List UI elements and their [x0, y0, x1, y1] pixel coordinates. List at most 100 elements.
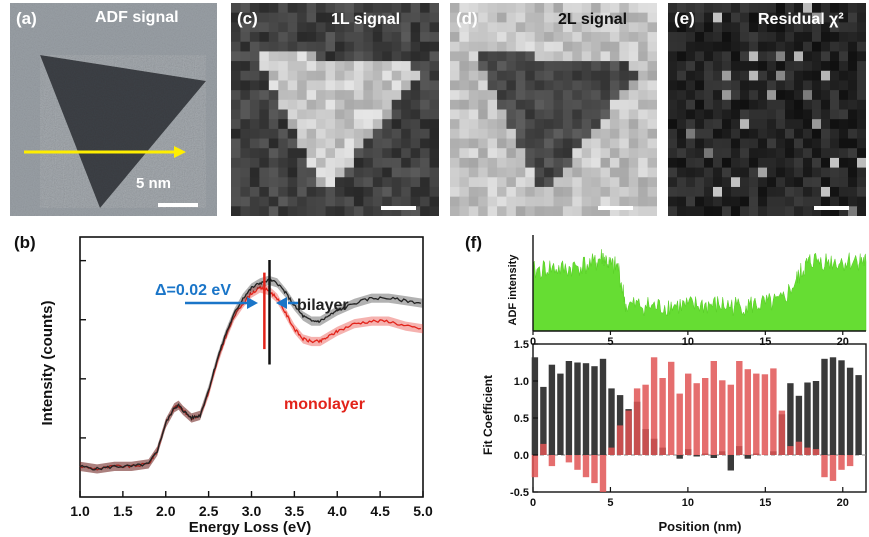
map-pixel — [382, 119, 393, 130]
map-pixel — [600, 22, 611, 33]
map-pixel — [391, 80, 402, 91]
bottom-plot-frame — [532, 343, 867, 493]
map-pixel — [497, 206, 508, 216]
map-pixel — [278, 177, 289, 188]
fit-bar — [795, 441, 803, 455]
map-pixel — [268, 51, 279, 62]
map-pixel — [749, 61, 759, 72]
map-pixel — [525, 51, 536, 62]
map-pixel — [515, 109, 526, 120]
fit-bar — [659, 378, 666, 455]
map-pixel — [619, 70, 630, 82]
map-pixel — [534, 138, 545, 149]
map-pixel — [316, 3, 327, 14]
map-pixel — [562, 157, 573, 169]
map-pixel — [544, 186, 555, 198]
map-pixel — [695, 138, 705, 149]
map-pixel — [668, 51, 678, 62]
map-pixel — [677, 22, 687, 33]
map-pixel — [297, 167, 308, 178]
map-pixel — [581, 196, 592, 207]
map-pixel — [429, 22, 439, 33]
map-pixel — [668, 80, 678, 91]
map-pixel — [553, 90, 564, 101]
map-pixel — [544, 196, 555, 207]
map-pixel — [401, 128, 412, 140]
legend-bilayer: bilayer — [297, 297, 349, 314]
map-pixel — [515, 90, 526, 101]
map-pixel — [695, 41, 705, 53]
map-pixel — [668, 99, 678, 111]
map-pixel — [259, 99, 270, 111]
map-pixel — [420, 157, 431, 169]
map-pixel — [785, 167, 795, 178]
map-pixel — [372, 51, 383, 62]
map-pixel — [287, 138, 298, 149]
map-pixel — [647, 157, 657, 169]
map-pixel — [478, 99, 489, 111]
map-pixel — [562, 12, 573, 23]
map-pixel — [287, 128, 298, 140]
map-pixel — [335, 32, 346, 43]
series-line-bilayer — [79, 278, 422, 471]
map-pixel — [478, 109, 489, 120]
map-pixel — [268, 41, 279, 53]
map-pixel — [731, 90, 741, 101]
map-pixel — [857, 51, 866, 62]
map-pixel — [382, 70, 393, 82]
map-pixel — [278, 32, 289, 43]
map-pixel — [581, 80, 592, 91]
map-pixel — [487, 99, 498, 111]
map-pixel — [794, 12, 804, 23]
map-pixel — [686, 196, 696, 207]
map-pixel — [628, 167, 639, 178]
map-pixel — [487, 148, 498, 159]
map-pixel — [515, 41, 526, 53]
fit-bar — [574, 362, 581, 455]
map-pixel — [562, 148, 573, 159]
map-pixel — [344, 167, 355, 178]
map-pixel — [591, 12, 602, 23]
map-pixel — [731, 109, 741, 120]
panel-title: ADF signal — [95, 9, 179, 26]
map-pixel — [497, 119, 508, 130]
fit-bar — [821, 358, 828, 455]
map-pixel — [785, 119, 795, 130]
map-pixel — [544, 138, 555, 149]
map-pixel — [363, 128, 374, 140]
map-pixel — [401, 167, 412, 178]
map-pixel — [647, 167, 657, 178]
map-pixel — [478, 22, 489, 33]
map-pixel — [468, 80, 479, 91]
map-pixel — [767, 119, 777, 130]
map-pixel — [848, 177, 858, 188]
map-pixel — [420, 70, 431, 82]
map-pixel — [259, 109, 270, 120]
map-pixel — [812, 196, 822, 207]
map-pixel — [344, 70, 355, 82]
map-pixel — [857, 70, 866, 82]
map-pixel — [776, 196, 786, 207]
map-pixel — [767, 80, 777, 91]
map-pixel — [839, 90, 849, 101]
map-pixel — [600, 196, 611, 207]
map-pixel — [785, 22, 795, 33]
map-pixel — [450, 32, 461, 43]
map-pixel — [677, 138, 687, 149]
map-pixel — [686, 22, 696, 33]
map-pixel — [487, 80, 498, 91]
map-pixel — [410, 138, 421, 149]
map-pixel — [628, 32, 639, 43]
map-pixel — [628, 12, 639, 23]
fit-bar — [829, 455, 837, 481]
map-pixel — [525, 61, 536, 72]
map-pixel — [821, 22, 831, 33]
map-pixel — [638, 157, 649, 169]
map-pixel — [497, 99, 508, 111]
panel-label-f: (f) — [465, 233, 482, 252]
map-pixel — [686, 80, 696, 91]
map-pixel — [647, 12, 657, 23]
map-pixel — [821, 80, 831, 91]
map-pixel — [325, 177, 336, 188]
map-pixel — [562, 206, 573, 216]
